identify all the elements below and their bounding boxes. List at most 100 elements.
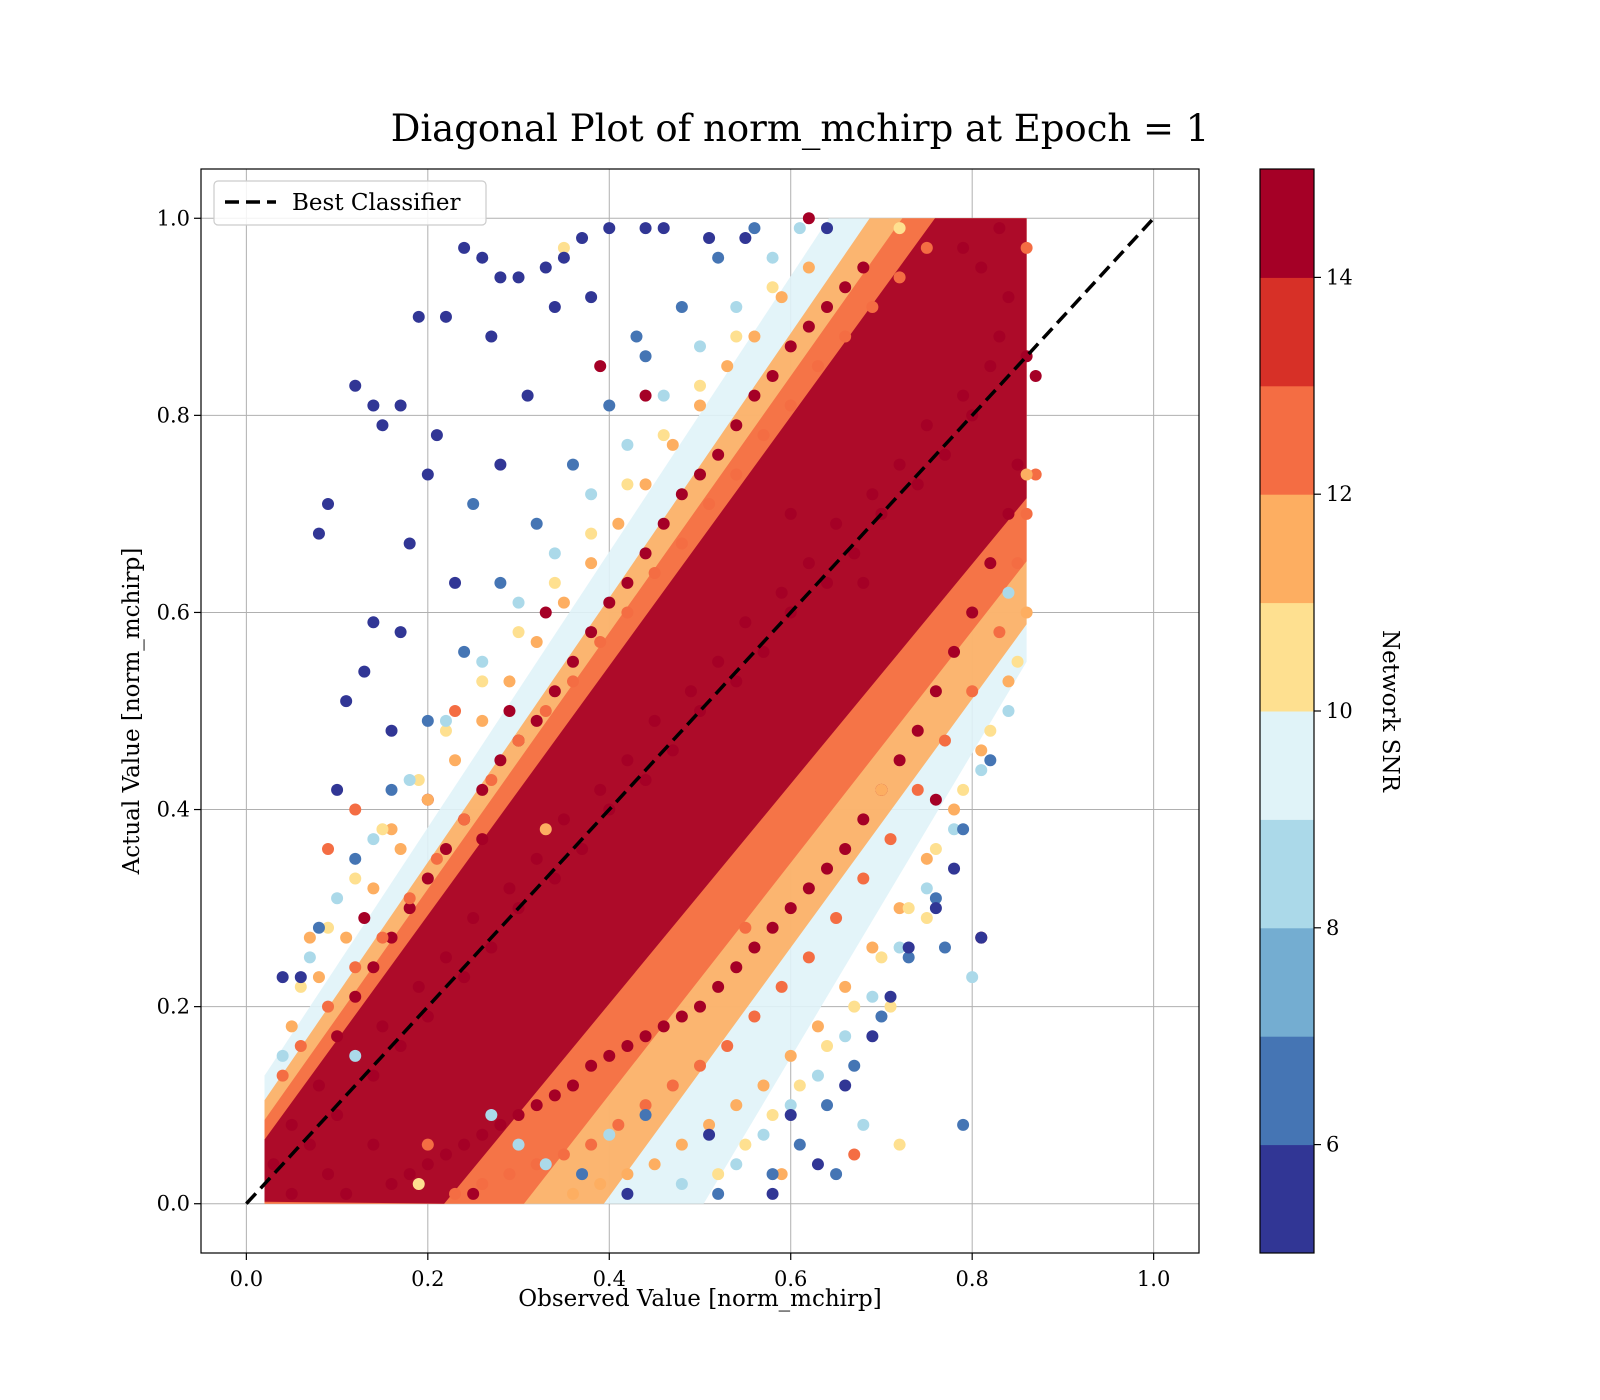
- scatter-point: [721, 1040, 734, 1053]
- scatter-point: [929, 842, 942, 855]
- scatter-point: [340, 695, 353, 708]
- scatter-point: [884, 833, 897, 846]
- y-tick-label: 0.8: [157, 403, 190, 427]
- scatter-points: [264, 212, 1042, 1204]
- scatter-point: [694, 340, 706, 353]
- scatter-point: [839, 1079, 852, 1092]
- scatter-point: [920, 241, 933, 254]
- scatter-point: [557, 1148, 570, 1161]
- scatter-point: [694, 379, 706, 392]
- scatter-point: [439, 951, 452, 964]
- scatter-point: [439, 1148, 452, 1161]
- scatter-point: [766, 1187, 779, 1200]
- scatter-point: [684, 685, 697, 698]
- scatter-point: [648, 1158, 661, 1171]
- scatter-point: [730, 300, 743, 313]
- density-band: [264, 218, 1027, 1204]
- scatter-point: [730, 330, 743, 343]
- scatter-point: [548, 685, 561, 698]
- scatter-point: [675, 1178, 688, 1191]
- scatter-point: [748, 1010, 761, 1023]
- scatter-point: [349, 379, 362, 392]
- scatter-point: [1029, 468, 1042, 481]
- scatter-point: [376, 931, 389, 944]
- colorbar-segment: [1260, 494, 1314, 604]
- scatter-point: [911, 724, 924, 737]
- scatter-point: [367, 961, 380, 974]
- scatter-point: [639, 222, 652, 235]
- scatter-point: [494, 271, 507, 284]
- scatter-point: [784, 1109, 797, 1122]
- scatter-point: [784, 1099, 797, 1112]
- scatter-point: [802, 212, 815, 225]
- legend[interactable]: Best Classifier: [213, 180, 487, 226]
- scatter-point: [294, 980, 307, 993]
- scatter-point: [385, 724, 398, 737]
- scatter-point: [766, 281, 779, 294]
- scatter-point: [802, 261, 815, 274]
- colorbar-segment: [1260, 1036, 1314, 1146]
- scatter-point: [412, 1178, 425, 1191]
- scatter-point: [857, 813, 870, 826]
- scatter-point: [430, 429, 443, 442]
- scatter-point: [476, 1178, 489, 1191]
- scatter-point: [376, 823, 389, 836]
- scatter-point: [594, 783, 607, 796]
- scatter-point: [811, 1020, 824, 1033]
- scatter-point: [757, 1128, 770, 1141]
- scatter-point: [830, 1168, 843, 1181]
- scatter-point: [621, 754, 634, 767]
- scatter-point: [412, 310, 425, 323]
- scatter-point: [439, 724, 452, 737]
- scatter-point: [566, 1079, 579, 1092]
- scatter-point: [694, 468, 706, 481]
- colorbar-segment: [1260, 927, 1314, 1037]
- scatter-point: [503, 705, 516, 717]
- scatter-point: [530, 714, 543, 727]
- scatter-point: [1002, 675, 1015, 688]
- colorbar-segment: [1260, 385, 1314, 495]
- scatter-point: [585, 1138, 598, 1151]
- y-tick-label: 0.4: [157, 798, 190, 822]
- scatter-point: [1020, 606, 1033, 619]
- scatter-point: [476, 833, 489, 846]
- scatter-point: [848, 1148, 861, 1161]
- scatter-point: [385, 783, 398, 796]
- colorbar-segment: [1260, 1144, 1314, 1254]
- scatter-point: [512, 1109, 525, 1122]
- y-axis: 0.0 0.2 0.4 0.6 0.8 1.0: [157, 206, 201, 1216]
- scatter-point: [449, 754, 462, 767]
- scatter-point: [993, 222, 1006, 235]
- scatter-point: [911, 478, 924, 491]
- scatter-point: [893, 754, 906, 767]
- scatter-point: [948, 862, 961, 875]
- scatter-point: [857, 576, 870, 589]
- colorbar-segment: [1260, 169, 1314, 278]
- scatter-point: [439, 310, 452, 323]
- scatter-point: [893, 1138, 906, 1151]
- scatter-point: [585, 1059, 598, 1072]
- scatter-point: [902, 941, 915, 954]
- scatter-point: [1002, 586, 1015, 599]
- scatter-point: [675, 1138, 688, 1151]
- scatter-point: [730, 468, 743, 481]
- scatter-point: [929, 685, 942, 698]
- scatter-point: [802, 951, 815, 964]
- scatter-point: [458, 1138, 471, 1151]
- scatter-point: [821, 1040, 834, 1053]
- scatter-point: [811, 360, 824, 373]
- legend-box: [213, 180, 487, 226]
- scatter-point: [821, 576, 834, 589]
- scatter-point: [730, 1158, 743, 1171]
- scatter-point: [966, 606, 979, 619]
- scatter-point: [938, 734, 951, 747]
- scatter-point: [984, 557, 997, 570]
- scatter-point: [294, 971, 307, 984]
- scatter-point: [694, 1000, 706, 1013]
- scatter-point: [303, 951, 316, 964]
- x-tick-label: 0.0: [230, 1267, 263, 1291]
- scatter-point: [421, 714, 434, 727]
- scatter-point: [657, 222, 670, 235]
- scatter-point: [948, 803, 961, 816]
- scatter-point: [929, 793, 942, 806]
